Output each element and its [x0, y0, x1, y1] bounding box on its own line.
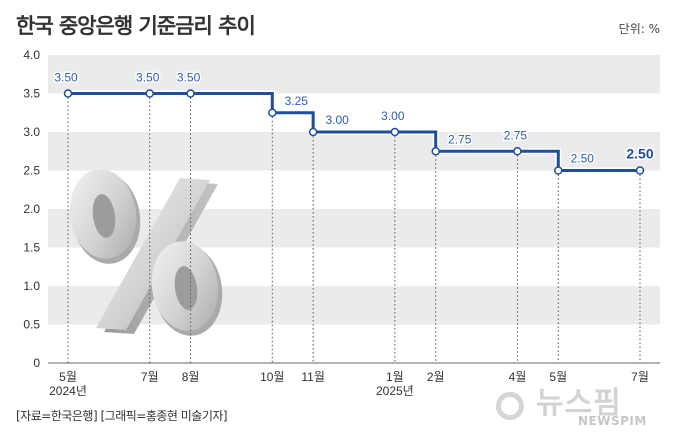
data-label: 3.00: [381, 109, 405, 123]
chart-title: 한국 중앙은행 기준금리 추이: [16, 14, 256, 38]
data-point: [513, 147, 522, 156]
rate-series: 3.50 3.50 3.50 3.25 3.00 3.00 2.75 2.75 2.50 2.50: [53, 69, 655, 175]
x-tick-label: 10월: [260, 370, 284, 384]
unit-label: 단위: %: [618, 22, 660, 36]
y-tick-label: 0: [33, 356, 40, 370]
data-point: [145, 89, 154, 98]
data-point: [635, 166, 645, 175]
data-point: [554, 166, 563, 175]
data-point: [63, 89, 73, 98]
data-point: [268, 108, 277, 117]
data-label: 2.50: [626, 146, 653, 162]
x-tick-label: 11월: [301, 370, 325, 384]
data-label: 2.75: [504, 128, 528, 142]
percent-sign-illustration: [69, 169, 223, 336]
x-tick-label: 7월: [631, 370, 649, 384]
x-tick-label: 5월: [59, 370, 77, 384]
x-tick-label: 8월: [182, 370, 200, 384]
data-label: 2.50: [571, 152, 595, 166]
data-label: 3.50: [54, 71, 78, 85]
data-point: [308, 127, 318, 137]
rate-line: [68, 92, 640, 172]
y-tick-label: 1.5: [23, 241, 40, 255]
y-tick-label: 2.5: [23, 164, 40, 178]
x-tick-label: 1월: [386, 370, 404, 384]
y-tick-label: 2.0: [23, 202, 40, 216]
data-point: [390, 127, 400, 137]
newspim-logo-icon: [496, 392, 524, 420]
data-label: 3.50: [177, 71, 201, 85]
data-point: [186, 89, 195, 98]
watermark-korean: 뉴스핌: [536, 386, 622, 421]
y-tick-label: 3.5: [23, 87, 40, 101]
grid-band: [48, 132, 660, 171]
x-tick-label: 7월: [141, 370, 159, 384]
x-tick-year: 2024년: [49, 384, 87, 398]
y-axis: 0 0.5 1.0 1.5 2.0 2.5 3.0 3.5 4.0: [23, 48, 40, 370]
x-tick-year: 2025년: [376, 384, 414, 398]
data-label: 3.25: [285, 94, 309, 108]
y-tick-label: 1.0: [23, 279, 40, 293]
y-tick-label: 3.0: [23, 125, 40, 139]
y-tick-label: 4.0: [23, 48, 40, 62]
x-tick-label: 2월: [427, 370, 445, 384]
x-tick-label: 4월: [509, 370, 527, 384]
y-tick-label: 0.5: [23, 318, 40, 332]
data-label: 3.00: [325, 113, 349, 127]
data-point: [431, 147, 440, 156]
grid-band: [48, 55, 660, 94]
data-label: 3.50: [136, 71, 160, 85]
data-label: 2.75: [448, 132, 472, 146]
x-tick-label: 5월: [549, 370, 567, 384]
source-credit: [자료=한국은행] [그래픽=홍종현 미술기자]: [16, 409, 228, 423]
watermark-english: NEWSPIM: [578, 414, 647, 428]
newspim-watermark: 뉴스핌 NEWSPIM: [486, 380, 666, 432]
